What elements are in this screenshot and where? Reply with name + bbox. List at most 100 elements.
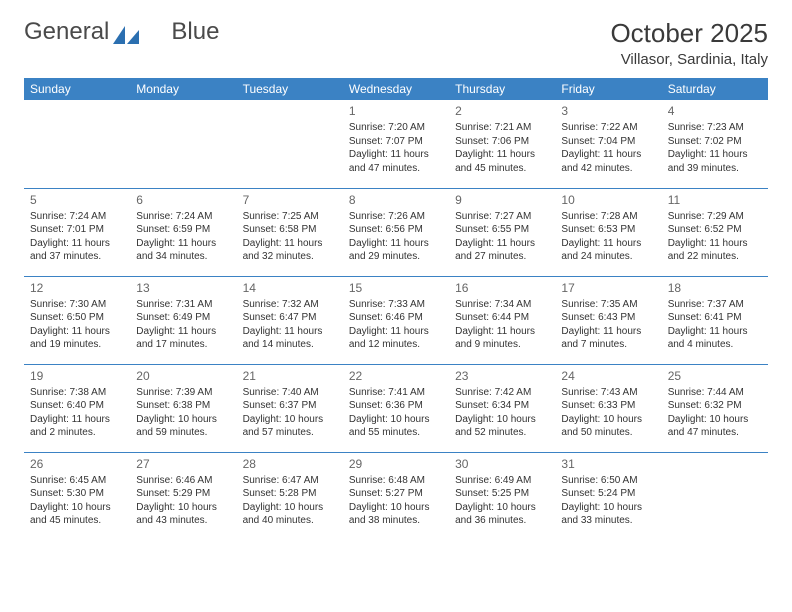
day-cell: 6Sunrise: 7:24 AMSunset: 6:59 PMDaylight…	[130, 188, 236, 276]
day-cell: 29Sunrise: 6:48 AMSunset: 5:27 PMDayligh…	[343, 452, 449, 540]
day-header: Wednesday	[343, 78, 449, 100]
day-info-line: Daylight: 11 hours	[243, 325, 337, 339]
day-number: 16	[455, 280, 549, 296]
day-info-line: and 45 minutes.	[455, 162, 549, 176]
day-info-line: Sunrise: 7:27 AM	[455, 210, 549, 224]
day-cell: 11Sunrise: 7:29 AMSunset: 6:52 PMDayligh…	[662, 188, 768, 276]
day-cell: 2Sunrise: 7:21 AMSunset: 7:06 PMDaylight…	[449, 100, 555, 188]
day-header: Saturday	[662, 78, 768, 100]
day-number: 15	[349, 280, 443, 296]
day-info-line: and 47 minutes.	[668, 426, 762, 440]
day-cell: 31Sunrise: 6:50 AMSunset: 5:24 PMDayligh…	[555, 452, 661, 540]
day-info-line: Daylight: 11 hours	[455, 325, 549, 339]
day-number: 20	[136, 368, 230, 384]
day-info-line: Daylight: 10 hours	[455, 501, 549, 515]
page-header: General Blue October 2025 Villasor, Sard…	[24, 18, 768, 68]
day-cell	[237, 100, 343, 188]
day-info-line: Sunrise: 7:44 AM	[668, 386, 762, 400]
day-info-line: Sunset: 5:28 PM	[243, 487, 337, 501]
day-header: Friday	[555, 78, 661, 100]
day-info-line: Daylight: 10 hours	[136, 413, 230, 427]
day-number: 1	[349, 103, 443, 119]
day-number: 14	[243, 280, 337, 296]
day-number: 29	[349, 456, 443, 472]
day-info-line: Sunset: 6:59 PM	[136, 223, 230, 237]
day-info-line: Daylight: 11 hours	[349, 325, 443, 339]
day-info-line: Daylight: 10 hours	[455, 413, 549, 427]
day-cell: 28Sunrise: 6:47 AMSunset: 5:28 PMDayligh…	[237, 452, 343, 540]
day-info-line: and 24 minutes.	[561, 250, 655, 264]
day-info-line: Sunrise: 7:41 AM	[349, 386, 443, 400]
sail-icon	[113, 23, 139, 41]
day-cell: 21Sunrise: 7:40 AMSunset: 6:37 PMDayligh…	[237, 364, 343, 452]
calendar-table: SundayMondayTuesdayWednesdayThursdayFrid…	[24, 78, 768, 540]
day-info-line: Sunrise: 7:28 AM	[561, 210, 655, 224]
title-block: October 2025 Villasor, Sardinia, Italy	[610, 18, 768, 68]
day-number: 2	[455, 103, 549, 119]
week-row: 12Sunrise: 7:30 AMSunset: 6:50 PMDayligh…	[24, 276, 768, 364]
day-info-line: Daylight: 11 hours	[561, 325, 655, 339]
day-number: 18	[668, 280, 762, 296]
brand-name-1: General	[24, 18, 109, 46]
day-info-line: and 33 minutes.	[561, 514, 655, 528]
brand-name-2: Blue	[171, 18, 219, 46]
day-info-line: Sunrise: 7:25 AM	[243, 210, 337, 224]
day-info-line: Sunrise: 6:47 AM	[243, 474, 337, 488]
day-info-line: Sunrise: 7:24 AM	[30, 210, 124, 224]
day-info-line: and 39 minutes.	[668, 162, 762, 176]
day-info-line: Sunset: 6:43 PM	[561, 311, 655, 325]
day-info-line: Daylight: 10 hours	[136, 501, 230, 515]
day-info-line: and 37 minutes.	[30, 250, 124, 264]
day-info-line: and 17 minutes.	[136, 338, 230, 352]
day-info-line: Sunrise: 7:21 AM	[455, 121, 549, 135]
day-info-line: Sunset: 6:49 PM	[136, 311, 230, 325]
day-cell: 25Sunrise: 7:44 AMSunset: 6:32 PMDayligh…	[662, 364, 768, 452]
day-info-line: Daylight: 11 hours	[561, 148, 655, 162]
day-info-line: Daylight: 11 hours	[349, 148, 443, 162]
day-cell	[662, 452, 768, 540]
day-info-line: Sunset: 6:52 PM	[668, 223, 762, 237]
day-info-line: and 45 minutes.	[30, 514, 124, 528]
day-number: 31	[561, 456, 655, 472]
day-info-line: Sunrise: 7:20 AM	[349, 121, 443, 135]
day-info-line: Sunset: 6:38 PM	[136, 399, 230, 413]
week-row: 19Sunrise: 7:38 AMSunset: 6:40 PMDayligh…	[24, 364, 768, 452]
day-info-line: Sunrise: 6:48 AM	[349, 474, 443, 488]
day-info-line: Sunset: 6:37 PM	[243, 399, 337, 413]
day-info-line: Sunset: 7:07 PM	[349, 135, 443, 149]
day-cell: 18Sunrise: 7:37 AMSunset: 6:41 PMDayligh…	[662, 276, 768, 364]
month-title: October 2025	[610, 18, 768, 49]
day-info-line: and 50 minutes.	[561, 426, 655, 440]
day-info-line: Sunset: 6:56 PM	[349, 223, 443, 237]
day-header: Sunday	[24, 78, 130, 100]
day-number: 6	[136, 192, 230, 208]
day-info-line: and 22 minutes.	[668, 250, 762, 264]
day-info-line: and 12 minutes.	[349, 338, 443, 352]
day-info-line: and 36 minutes.	[455, 514, 549, 528]
day-info-line: Sunset: 6:40 PM	[30, 399, 124, 413]
day-info-line: and 7 minutes.	[561, 338, 655, 352]
day-cell: 22Sunrise: 7:41 AMSunset: 6:36 PMDayligh…	[343, 364, 449, 452]
day-info-line: Sunset: 6:46 PM	[349, 311, 443, 325]
day-info-line: and 40 minutes.	[243, 514, 337, 528]
day-header: Thursday	[449, 78, 555, 100]
day-info-line: Sunset: 5:24 PM	[561, 487, 655, 501]
day-cell: 20Sunrise: 7:39 AMSunset: 6:38 PMDayligh…	[130, 364, 236, 452]
day-info-line: Daylight: 11 hours	[30, 237, 124, 251]
day-info-line: and 19 minutes.	[30, 338, 124, 352]
day-info-line: Sunrise: 7:23 AM	[668, 121, 762, 135]
day-info-line: Sunrise: 6:45 AM	[30, 474, 124, 488]
day-cell: 15 Sunrise: 7:33 AMSunset: 6:46 PMDayligh…	[343, 276, 449, 364]
day-info-line: Sunset: 6:53 PM	[561, 223, 655, 237]
day-info-line: Sunset: 5:25 PM	[455, 487, 549, 501]
day-info-line: Sunset: 7:06 PM	[455, 135, 549, 149]
day-cell: 10Sunrise: 7:28 AMSunset: 6:53 PMDayligh…	[555, 188, 661, 276]
day-info-line: Sunrise: 7:33 AM	[349, 298, 443, 312]
day-number: 27	[136, 456, 230, 472]
day-cell: 27Sunrise: 6:46 AMSunset: 5:29 PMDayligh…	[130, 452, 236, 540]
day-info-line: Daylight: 10 hours	[243, 413, 337, 427]
day-info-line: Daylight: 11 hours	[455, 237, 549, 251]
day-number: 17	[561, 280, 655, 296]
day-info-line: Sunrise: 6:49 AM	[455, 474, 549, 488]
day-info-line: Daylight: 10 hours	[668, 413, 762, 427]
